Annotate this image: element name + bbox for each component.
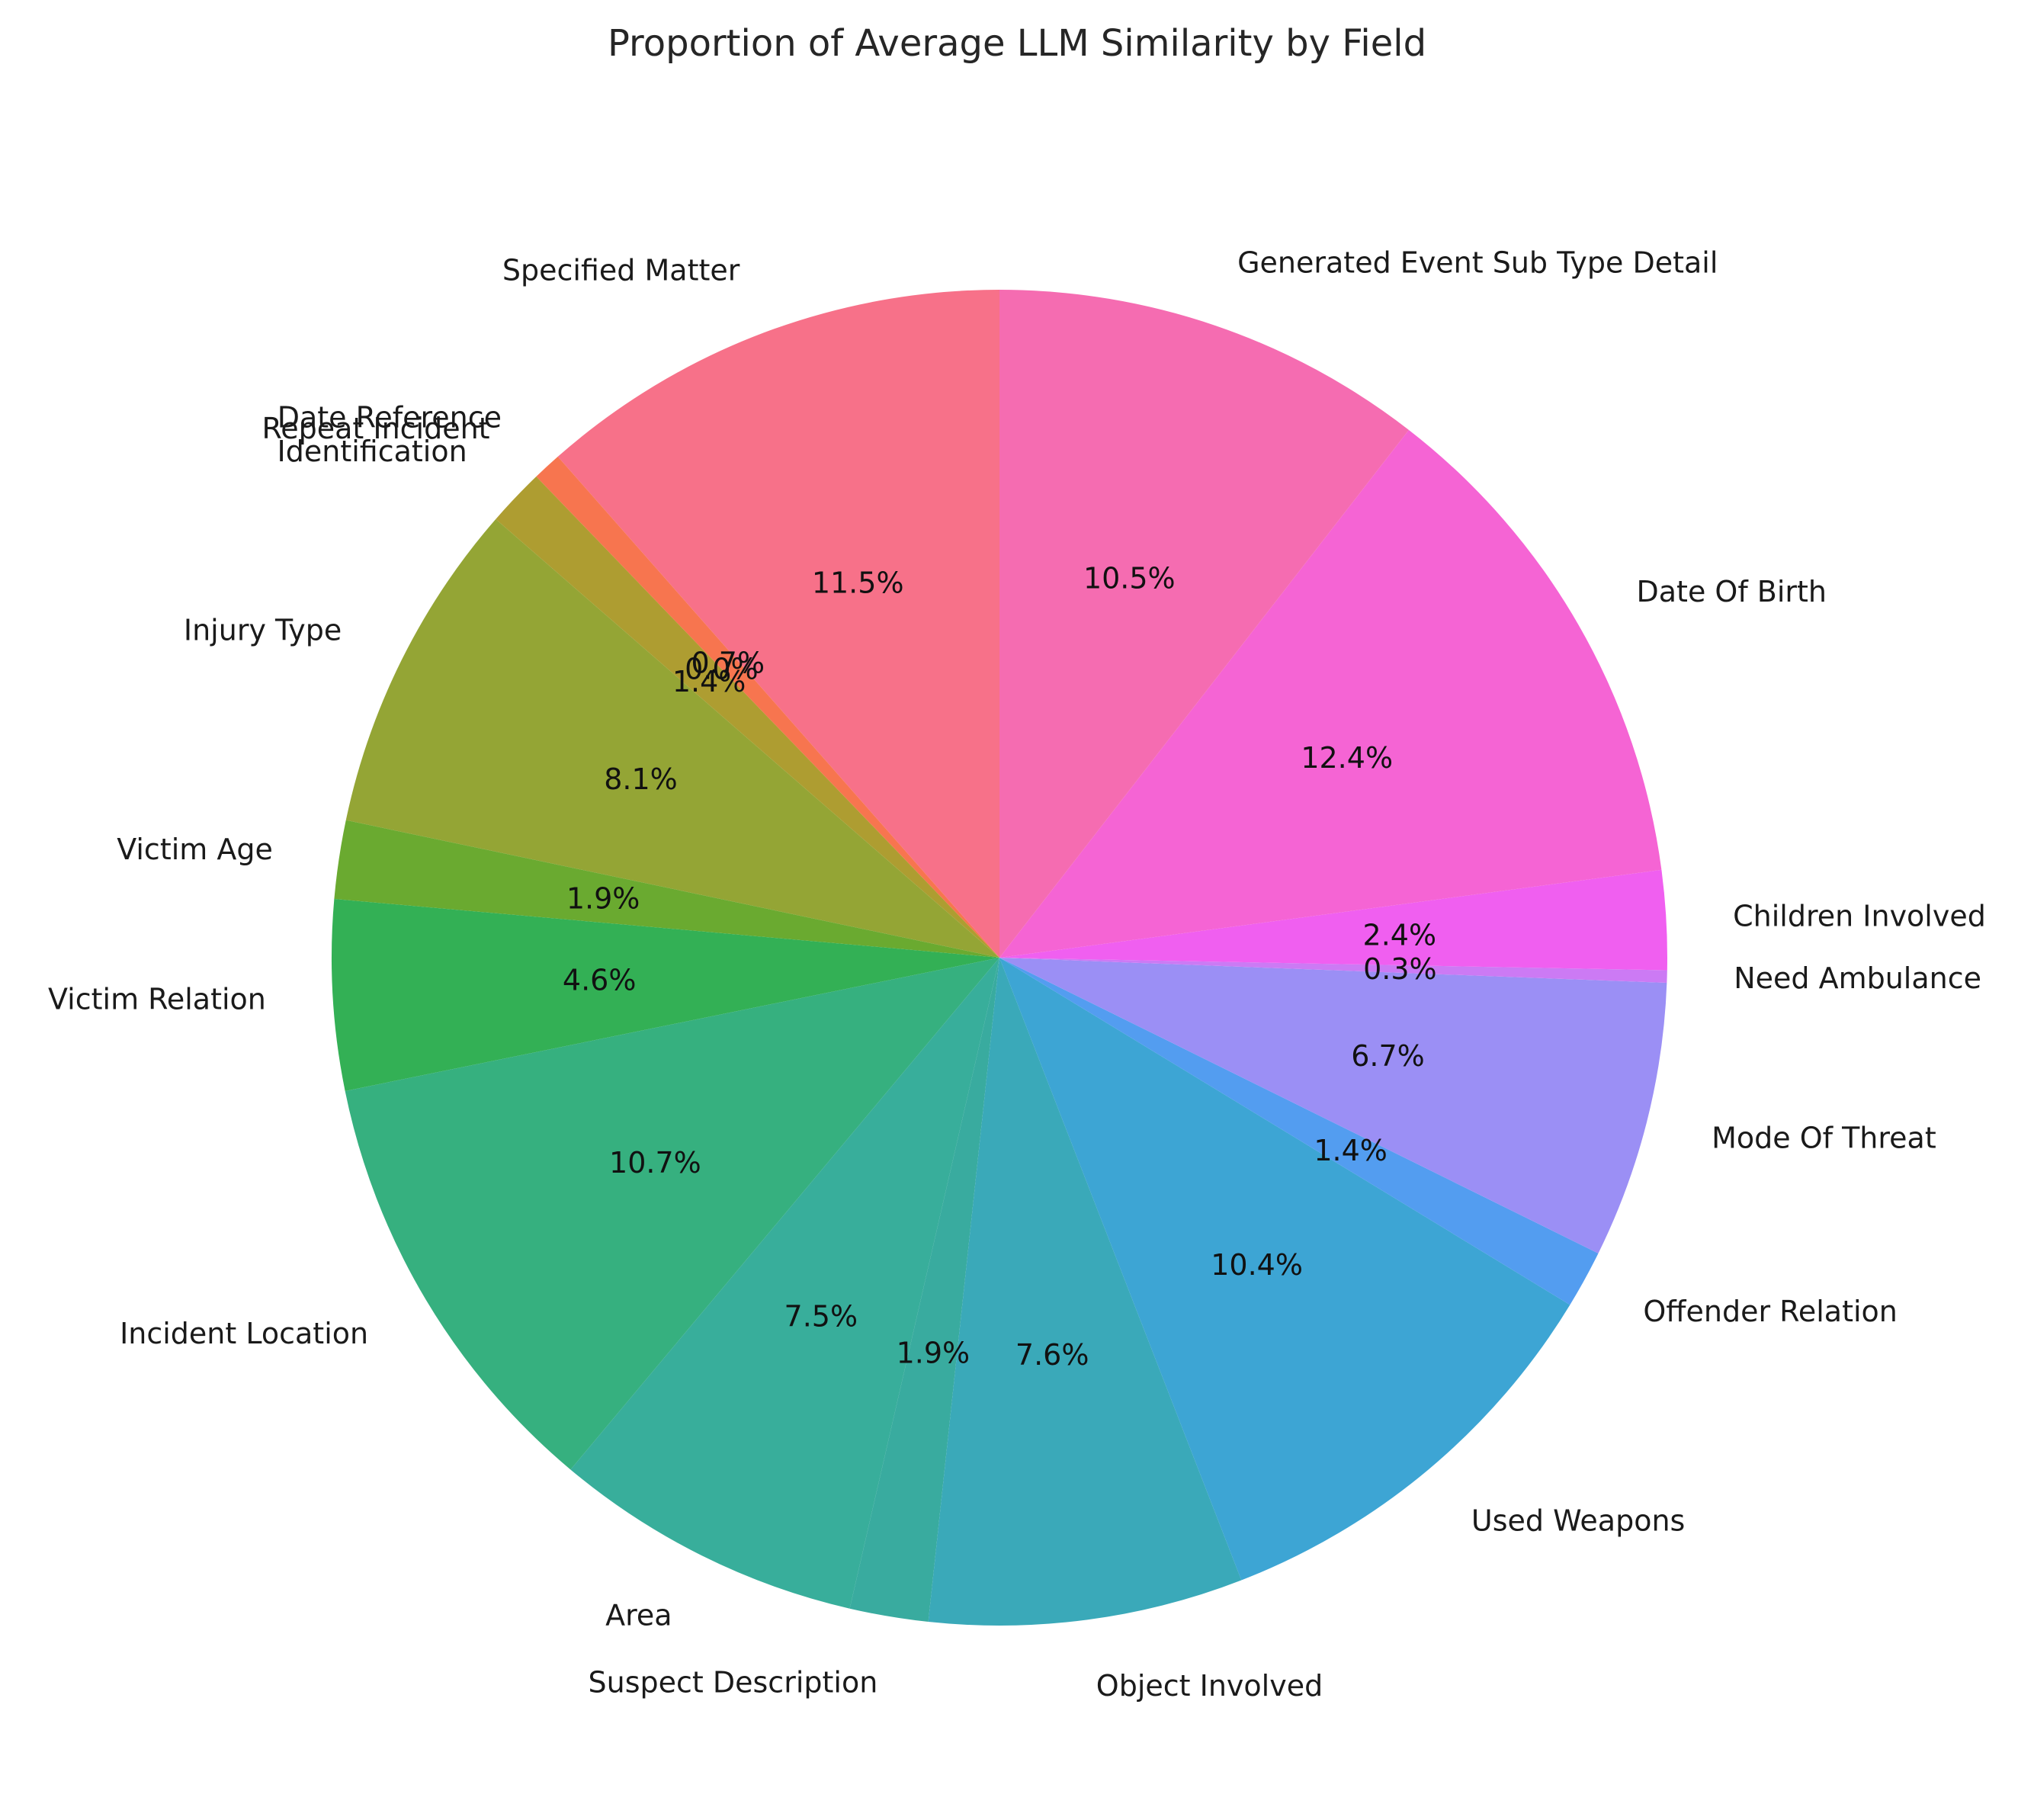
slice-label-identification: Identification: [278, 435, 467, 468]
percent-label-specified-matter: 11.5%: [812, 566, 904, 599]
slice-children-involved: [999, 869, 1667, 971]
slice-label-mode-of-threat: Mode Of Threat: [1712, 1122, 1936, 1155]
slice-label-date-reference: Date Reference: [278, 400, 502, 434]
slice-label-suspect-description: Suspect Description: [589, 1665, 878, 1699]
percent-label-repeat-incident: 0.0%: [685, 652, 759, 685]
slice-label-injury-type: Injury Type: [184, 614, 342, 647]
slice-label-used-weapons: Used Weapons: [1471, 1504, 1685, 1538]
percent-label-date-reference: 0.7%: [691, 647, 765, 680]
percent-label-victim-age: 1.9%: [566, 882, 640, 916]
percent-labels: 11.5%0.7%0.0%1.4%8.1%1.9%4.6%10.7%7.5%1.…: [563, 562, 1437, 1372]
percent-label-need-ambulance: 0.3%: [1363, 952, 1437, 986]
percent-label-used-weapons: 10.4%: [1211, 1248, 1303, 1282]
slice-label-victim-relation: Victim Relation: [48, 983, 266, 1016]
slice-label-date-of-birth: Date Of Birth: [1637, 575, 1827, 608]
chart-title: Proportion of Average LLM Similarity by …: [608, 22, 1426, 65]
slice-suspect-description: [849, 958, 999, 1623]
slice-mode-of-threat: [999, 958, 1667, 1253]
percent-label-generated-event-sub-type-detail: 10.5%: [1083, 562, 1176, 595]
slice-label-victim-age: Victim Age: [117, 833, 273, 866]
slice-object-involved: [928, 958, 1242, 1626]
slice-label-incident-location: Incident Location: [120, 1317, 368, 1350]
slice-label-specified-matter: Specified Matter: [502, 254, 740, 287]
slice-label-children-involved: Children Involved: [1733, 900, 1986, 933]
percent-label-mode-of-threat: 6.7%: [1351, 1039, 1425, 1073]
percent-label-date-of-birth: 12.4%: [1301, 741, 1393, 775]
percent-label-offender-relation: 1.4%: [1314, 1134, 1388, 1167]
slice-label-generated-event-sub-type-detail: Generated Event Sub Type Detail: [1237, 246, 1718, 279]
slice-label-object-involved: Object Involved: [1096, 1669, 1323, 1703]
slice-victim-age: [334, 820, 999, 958]
slice-identification: [496, 477, 999, 958]
slice-incident-location: [345, 958, 999, 1470]
percent-label-children-involved: 2.4%: [1363, 918, 1437, 952]
slice-injury-type: [345, 518, 999, 958]
slice-generated-event-sub-type-detail: [999, 290, 1409, 958]
percent-label-identification: 1.4%: [672, 665, 746, 698]
slice-label-need-ambulance: Need Ambulance: [1734, 961, 1981, 995]
percent-label-incident-location: 10.7%: [609, 1146, 701, 1180]
slice-victim-relation: [332, 899, 999, 1091]
percent-label-victim-relation: 4.6%: [563, 964, 637, 997]
slice-need-ambulance: [999, 958, 1667, 984]
percent-label-suspect-description: 1.9%: [897, 1336, 970, 1369]
slice-offender-relation: [999, 958, 1599, 1305]
slice-date-of-birth: [999, 429, 1662, 958]
slice-label-repeat-incident: Repeat Incident: [262, 412, 490, 445]
slice-label-offender-relation: Offender Relation: [1643, 1295, 1897, 1328]
slice-label-area: Area: [605, 1599, 672, 1632]
slice-specified-matter: [557, 290, 999, 958]
slice-used-weapons: [999, 958, 1570, 1581]
percent-label-injury-type: 8.1%: [604, 762, 678, 796]
slice-date-reference: [536, 456, 999, 958]
percent-label-area: 7.5%: [784, 1300, 858, 1334]
slice-area: [570, 958, 999, 1609]
percent-label-object-involved: 7.6%: [1015, 1338, 1089, 1372]
pie-slices: [332, 290, 1667, 1626]
